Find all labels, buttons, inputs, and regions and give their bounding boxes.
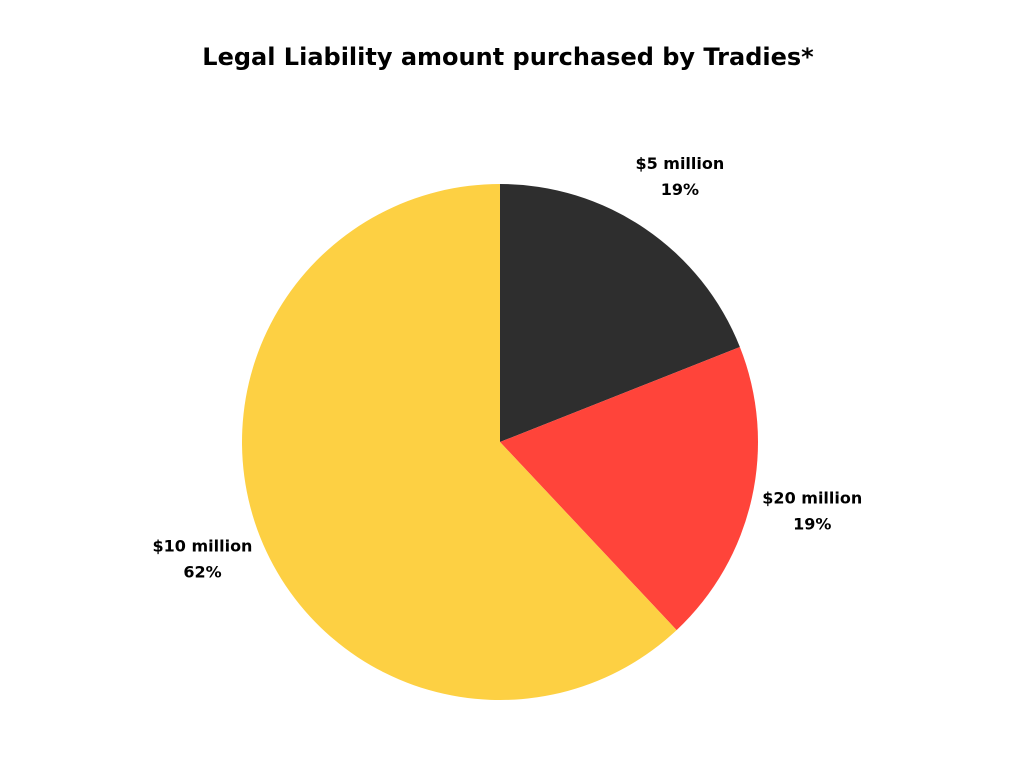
slice-value-label: 19% <box>793 514 831 533</box>
slice-label: $20 million <box>762 488 862 507</box>
pie-slice <box>242 184 677 700</box>
slice-label: $5 million <box>635 154 724 173</box>
pie-slice <box>500 184 740 442</box>
chart-title: Legal Liability amount purchased by Trad… <box>202 43 814 71</box>
slice-value-label: 19% <box>661 180 699 199</box>
slice-value-label: 62% <box>183 562 221 581</box>
pie-slice <box>500 347 758 631</box>
slice-label: $10 million <box>152 536 252 555</box>
